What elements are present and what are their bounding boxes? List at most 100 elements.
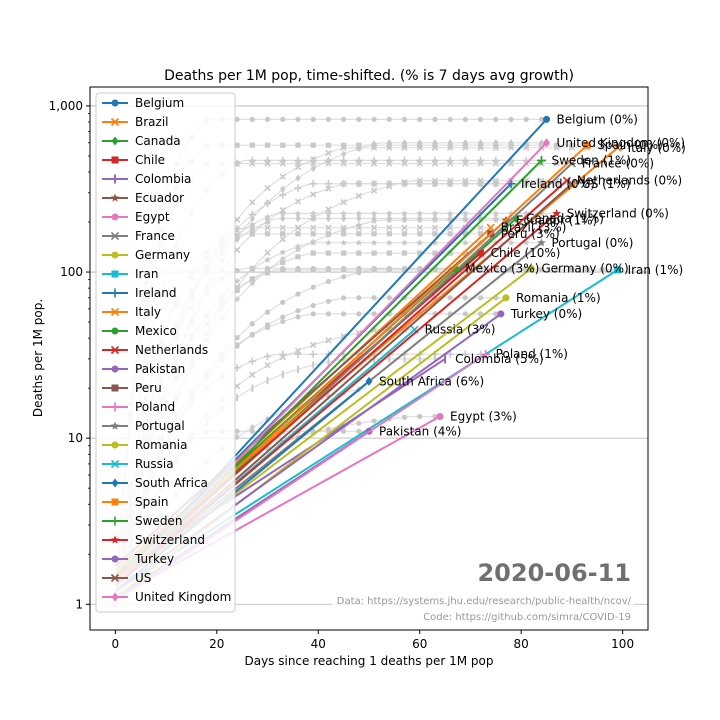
legend-swatch-marker — [111, 478, 119, 488]
background-marker — [234, 268, 240, 274]
background-marker — [371, 250, 377, 256]
legend-swatch-marker — [111, 327, 119, 335]
background-marker — [385, 216, 393, 224]
series-end-marker — [502, 294, 510, 302]
background-marker — [417, 139, 423, 147]
background-marker — [249, 142, 255, 148]
background-marker — [371, 140, 377, 148]
background-marker — [264, 116, 271, 122]
background-marker — [462, 295, 468, 301]
background-marker — [294, 184, 302, 192]
background-marker — [234, 234, 240, 242]
background-marker — [508, 116, 514, 122]
background-marker — [341, 116, 347, 122]
background-marker — [462, 180, 469, 187]
background-marker — [264, 256, 271, 263]
background-marker — [447, 295, 453, 301]
background-marker — [249, 332, 255, 338]
background-marker — [341, 150, 347, 158]
series-end-label: Spain (0%) — [597, 138, 663, 152]
background-marker — [280, 214, 286, 223]
legend-entry: Sweden — [135, 514, 182, 528]
background-marker — [325, 231, 332, 237]
background-marker — [340, 198, 347, 206]
series-end-marker — [613, 143, 622, 152]
background-marker — [356, 116, 362, 122]
background-marker — [447, 231, 453, 237]
background-marker — [280, 314, 286, 320]
background-marker — [280, 142, 286, 148]
background-marker — [309, 350, 317, 358]
background-marker — [447, 250, 453, 256]
background-marker — [280, 259, 286, 266]
background-marker — [294, 246, 302, 253]
background-marker — [310, 142, 316, 148]
series-end-marker — [365, 376, 373, 386]
background-marker — [538, 116, 545, 122]
background-marker — [431, 239, 439, 246]
background-marker — [325, 209, 332, 217]
background-marker — [417, 231, 423, 237]
background-marker — [264, 324, 271, 331]
background-marker — [325, 206, 332, 213]
background-marker — [248, 156, 256, 164]
legend: Belgium Brazil Canada Chile Colombia Ecuador E… — [95, 92, 236, 613]
background-marker — [462, 231, 468, 237]
background-marker — [431, 209, 439, 217]
y-axis-label: Deaths per 1M pop. — [31, 299, 45, 417]
date-stamp: 2020-06-11 — [477, 559, 631, 587]
series-end-label: Romania (1%) — [516, 291, 601, 305]
legend-entry: Switzerland — [135, 533, 205, 547]
legend-swatch-marker — [111, 384, 119, 392]
background-marker — [478, 231, 484, 237]
series-end-label: Belgium (0%) — [557, 112, 638, 126]
y-tick-label: 100 — [60, 265, 83, 279]
legend-entry: Poland — [135, 400, 175, 414]
series-end-marker — [562, 176, 571, 185]
background-marker — [461, 350, 469, 358]
background-marker — [310, 267, 316, 273]
background-marker — [462, 116, 468, 122]
legend-swatch-marker — [111, 213, 119, 221]
background-marker — [356, 295, 362, 301]
background-marker — [325, 157, 332, 165]
background-marker — [295, 214, 301, 223]
background-marker — [356, 420, 362, 426]
background-marker — [310, 250, 316, 256]
background-marker — [355, 221, 363, 228]
background-marker — [294, 198, 302, 205]
background-marker — [325, 392, 332, 400]
background-marker — [280, 267, 286, 273]
background-marker — [416, 209, 424, 217]
legend-entry: France — [135, 229, 175, 243]
series-end-marker — [436, 413, 444, 421]
background-marker — [309, 239, 317, 246]
legend-swatch-marker — [111, 365, 119, 373]
x-tick-label: 80 — [514, 637, 529, 651]
background-marker — [370, 187, 378, 194]
series-end-label: Mexico (3%) — [465, 262, 539, 276]
background-marker — [295, 116, 301, 122]
background-marker — [325, 298, 332, 304]
background-marker — [385, 156, 393, 164]
background-marker — [538, 267, 545, 273]
background-marker — [294, 350, 302, 358]
background-marker — [461, 156, 469, 164]
background-marker — [401, 216, 408, 224]
background-marker — [355, 180, 363, 187]
legend-entry: Ireland — [135, 286, 177, 300]
series-end-marker — [527, 265, 535, 273]
background-marker — [462, 239, 469, 246]
background-marker — [341, 295, 347, 301]
background-marker — [294, 242, 302, 250]
x-tick-label: 60 — [412, 637, 427, 651]
background-marker — [295, 174, 301, 182]
background-marker — [462, 216, 469, 224]
background-marker — [431, 224, 439, 231]
background-marker — [340, 226, 348, 233]
x-tick-label: 100 — [611, 637, 634, 651]
series-end-label: South Africa (6%) — [379, 374, 484, 388]
background-marker — [386, 224, 393, 231]
background-marker — [325, 250, 332, 256]
background-marker — [309, 209, 317, 217]
